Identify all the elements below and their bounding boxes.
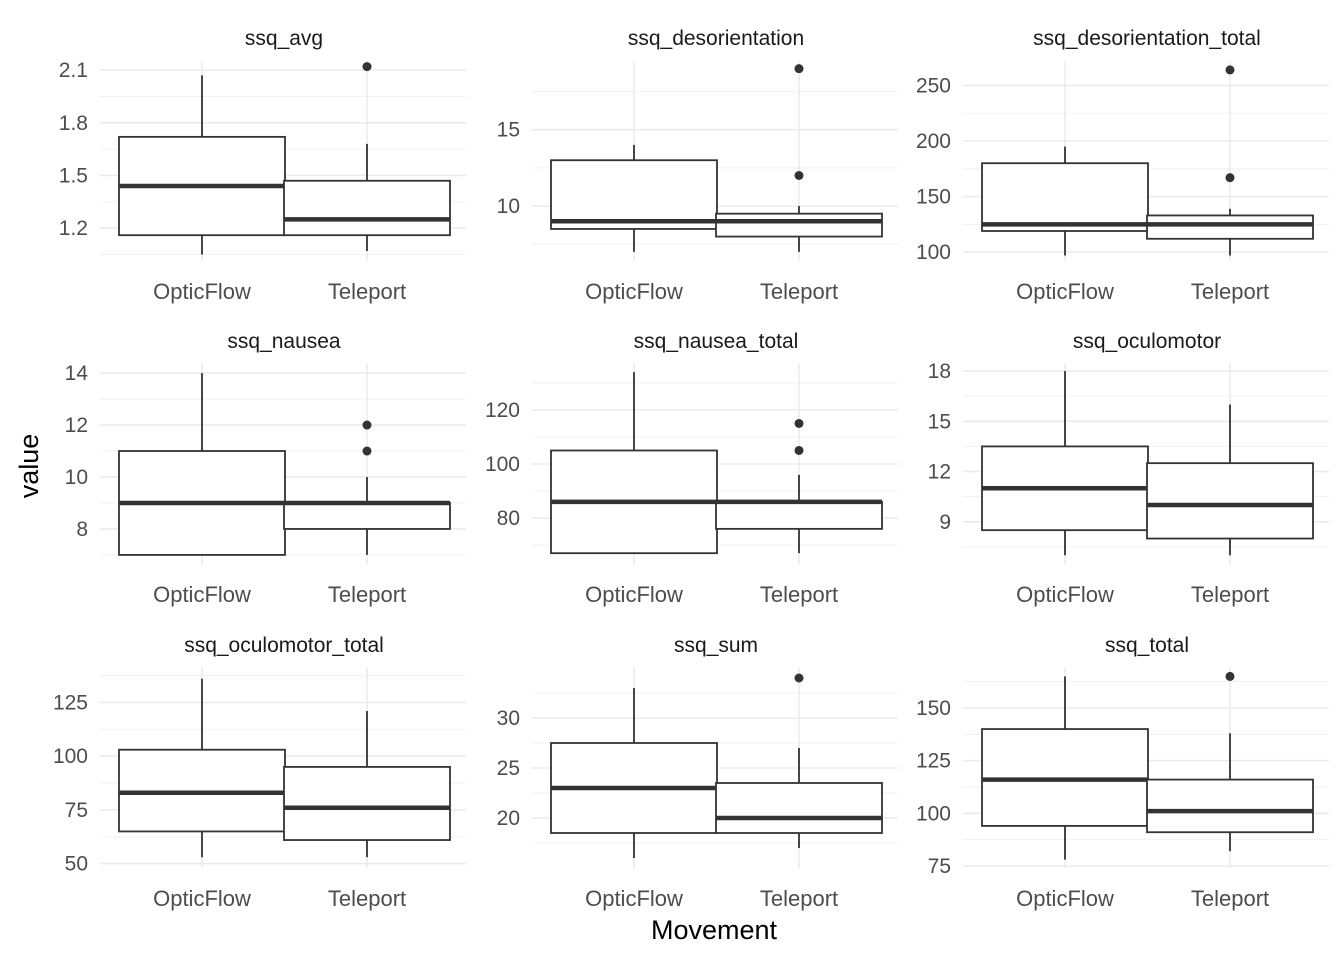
x-tick-label: Teleport <box>328 582 406 607</box>
outlier-point <box>362 420 372 430</box>
outlier-point <box>794 64 804 74</box>
x-tick-label: OpticFlow <box>153 279 251 304</box>
x-tick-label: Teleport <box>1191 886 1269 911</box>
y-tick-label: 125 <box>53 691 88 714</box>
outlier-point <box>1225 173 1235 183</box>
outlier-point <box>794 445 804 455</box>
y-tick-label: 14 <box>65 362 89 385</box>
y-tick-label: 150 <box>916 186 951 209</box>
y-tick-label: 20 <box>497 807 520 830</box>
y-tick-label: 18 <box>928 360 951 383</box>
y-tick-label: 12 <box>65 414 88 437</box>
panel-title: ssq_sum <box>674 634 758 657</box>
y-tick-label: 25 <box>497 757 520 780</box>
x-tick-label: OpticFlow <box>585 279 683 304</box>
x-tick-label: OpticFlow <box>153 582 251 607</box>
x-tick-label: OpticFlow <box>1016 886 1114 911</box>
x-tick-label: Teleport <box>1191 279 1269 304</box>
y-tick-label: 10 <box>65 466 88 489</box>
outlier-point <box>1225 671 1235 681</box>
y-tick-label: 8 <box>76 518 88 541</box>
y-tick-label: 9 <box>939 511 951 534</box>
x-tick-label: OpticFlow <box>1016 279 1114 304</box>
box-iqr <box>1146 462 1314 540</box>
y-tick-label: 12 <box>928 461 951 484</box>
y-tick-label: 75 <box>65 799 88 822</box>
outlier-point <box>794 418 804 428</box>
x-tick-label: Teleport <box>328 279 406 304</box>
box-iqr <box>1146 778 1314 834</box>
y-tick-label: 100 <box>916 241 951 264</box>
x-tick-label: Teleport <box>760 582 838 607</box>
y-axis-title: value <box>14 434 44 499</box>
y-tick-label: 100 <box>53 745 88 768</box>
outlier-point <box>794 673 804 683</box>
y-tick-label: 1.8 <box>59 112 88 135</box>
box-iqr <box>981 162 1149 232</box>
y-tick-label: 2.1 <box>59 59 88 82</box>
panel-title: ssq_oculomotor_total <box>184 634 384 657</box>
box-iqr <box>283 179 451 237</box>
y-tick-label: 200 <box>916 130 951 153</box>
box-iqr <box>283 766 451 841</box>
y-tick-label: 120 <box>485 399 520 422</box>
y-tick-label: 125 <box>916 750 951 773</box>
x-tick-label: OpticFlow <box>153 886 251 911</box>
box-iqr <box>283 502 451 530</box>
y-tick-label: 150 <box>916 697 951 720</box>
panel-title: ssq_nausea_total <box>634 330 799 353</box>
y-tick-label: 1.5 <box>59 164 88 187</box>
x-tick-label: Teleport <box>328 886 406 911</box>
y-tick-label: 15 <box>928 410 951 433</box>
y-tick-label: 75 <box>928 855 951 878</box>
y-tick-label: 15 <box>497 119 520 142</box>
panel-title: ssq_total <box>1105 634 1189 657</box>
outlier-point <box>794 171 804 181</box>
panel-title: ssq_avg <box>245 27 323 50</box>
y-tick-label: 30 <box>497 707 520 730</box>
y-tick-label: 1.2 <box>59 217 88 240</box>
x-tick-label: Teleport <box>760 279 838 304</box>
panel-title: ssq_oculomotor <box>1073 330 1221 353</box>
y-tick-label: 10 <box>497 195 520 218</box>
y-tick-label: 250 <box>916 74 951 97</box>
y-tick-label: 100 <box>485 453 520 476</box>
box-iqr <box>715 782 883 834</box>
box-iqr <box>715 212 883 238</box>
y-tick-label: 50 <box>65 853 88 876</box>
y-tick-label: 80 <box>497 507 520 530</box>
x-tick-label: OpticFlow <box>1016 582 1114 607</box>
box-iqr <box>550 159 718 230</box>
x-tick-label: OpticFlow <box>585 582 683 607</box>
box-iqr <box>715 500 883 530</box>
outlier-point <box>362 62 372 72</box>
y-tick-label: 100 <box>916 802 951 825</box>
x-tick-label: OpticFlow <box>585 886 683 911</box>
x-axis-title: Movement <box>651 915 778 945</box>
panel-title: ssq_desorientation <box>628 27 804 50</box>
panel-title: ssq_nausea <box>227 330 341 353</box>
outlier-point <box>1225 65 1235 75</box>
box-iqr <box>1146 214 1314 240</box>
outlier-point <box>362 446 372 456</box>
x-tick-label: Teleport <box>1191 582 1269 607</box>
x-tick-label: Teleport <box>760 886 838 911</box>
panel-title: ssq_desorientation_total <box>1033 27 1261 50</box>
